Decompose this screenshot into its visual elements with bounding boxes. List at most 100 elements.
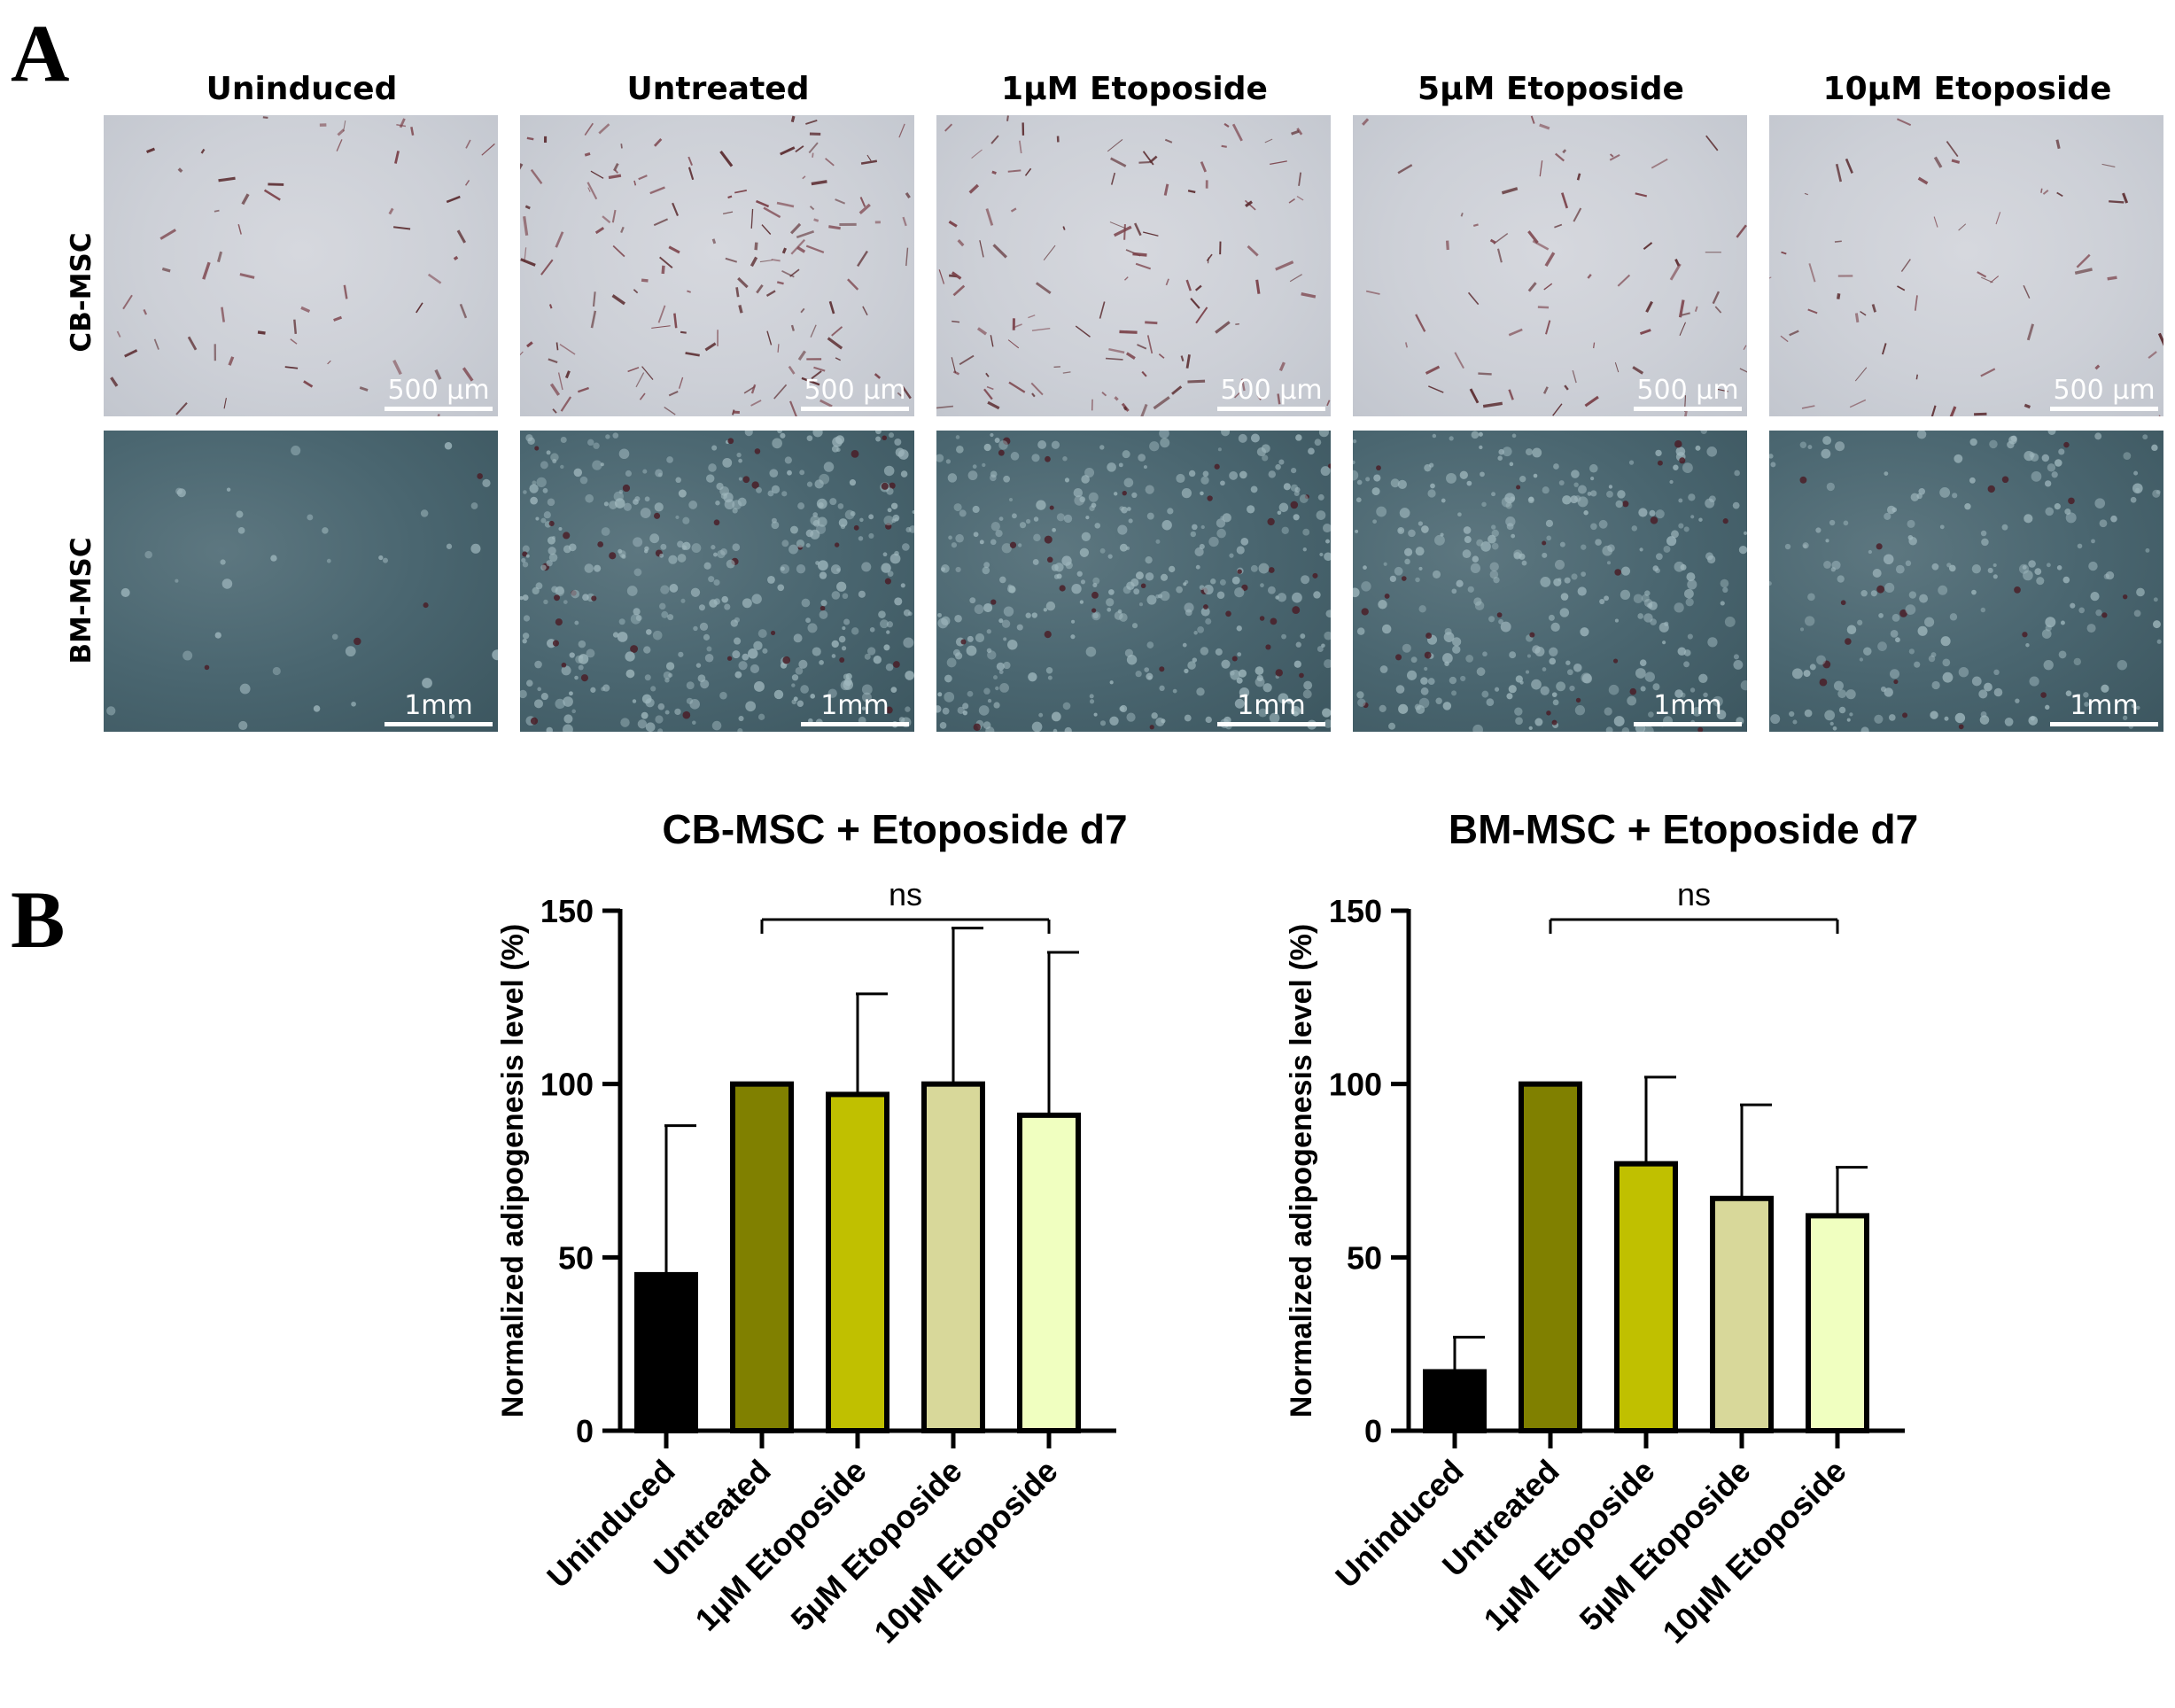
cell-cluster [1056, 513, 1065, 522]
cell-cluster [1286, 698, 1293, 704]
cell-cluster [1804, 709, 1813, 718]
cell-cluster [953, 503, 962, 512]
cell-cluster [661, 610, 669, 618]
lipid-droplet [2101, 612, 2108, 618]
cell-cluster [726, 559, 735, 569]
stained-cell [734, 190, 747, 194]
stained-cell [2109, 200, 2125, 204]
stained-cell [620, 226, 625, 233]
micrograph-bm-untreated: 1mm [520, 431, 914, 732]
cell-cluster [1471, 431, 1480, 439]
cell-cluster [1079, 600, 1084, 604]
cell-cluster [689, 699, 700, 710]
lipid-droplet [1207, 495, 1213, 501]
cell-cluster [1395, 685, 1405, 694]
cell-cluster [1663, 545, 1671, 553]
stained-cell [1715, 388, 1728, 392]
cell-cluster [2091, 539, 2095, 544]
stained-cell [343, 284, 348, 299]
cell-cluster [1606, 491, 1613, 498]
stained-cell [639, 392, 646, 400]
stained-cell [1207, 257, 1209, 264]
cell-cluster [2036, 577, 2045, 586]
cell-cluster [1372, 519, 1377, 524]
cell-cluster [1734, 470, 1740, 477]
cell-cluster [630, 613, 641, 625]
stained-cell [874, 373, 882, 379]
cell-cluster [1278, 502, 1289, 513]
stained-cell [711, 238, 717, 245]
stained-cell [1946, 141, 1959, 158]
stained-cell [555, 231, 564, 248]
cell-cluster [444, 442, 453, 450]
cell-cluster [843, 618, 851, 625]
lipid-droplet [1384, 594, 1390, 599]
cell-cluster [547, 639, 556, 648]
cell-cluster [585, 493, 594, 503]
scale-bar: 500 µm [1217, 377, 1325, 411]
cell-cluster [1199, 543, 1205, 550]
cell-cluster [691, 543, 702, 553]
lipid-droplet [653, 512, 661, 519]
cell-cluster [2156, 489, 2161, 494]
stained-cell [2101, 163, 2116, 167]
cell-cluster [1505, 516, 1516, 527]
cell-cluster [1489, 570, 1499, 579]
cell-cluster [1479, 445, 1483, 450]
cell-cluster [1146, 594, 1157, 605]
stained-cell [1651, 158, 1668, 169]
stained-cell [1501, 187, 1519, 195]
cell-cluster [1971, 589, 1977, 595]
cell-cluster [617, 632, 628, 642]
cell-cluster [1655, 509, 1665, 519]
cell-cluster [1091, 611, 1101, 621]
stained-cell [985, 208, 994, 226]
cell-cluster [2031, 470, 2042, 482]
cell-cluster [1151, 712, 1158, 719]
cell-cluster [1606, 561, 1612, 565]
cell-cluster [270, 555, 277, 562]
lipid-droplet [713, 519, 720, 526]
stained-cell [1593, 342, 1596, 349]
cell-cluster [1942, 672, 1954, 683]
cell-cluster [645, 722, 656, 732]
stained-cell [1639, 329, 1651, 336]
lipid-droplet [834, 542, 840, 547]
stained-cell [1545, 320, 1551, 335]
cell-cluster [1740, 680, 1747, 691]
y-tick-label: 150 [1329, 893, 1382, 929]
lipid-droplet [1312, 572, 1318, 578]
cell-cluster [520, 689, 527, 699]
stained-cell [1123, 276, 1129, 281]
x-tick-label: Uninduced [1328, 1453, 1471, 1595]
cell-cluster [681, 545, 687, 550]
cell-cluster [737, 497, 747, 507]
lipid-droplet [1214, 463, 1220, 470]
lipid-droplet [998, 449, 1005, 456]
lipid-droplet [1876, 543, 1883, 550]
stained-cell [1552, 403, 1563, 416]
stained-cell [2157, 332, 2163, 346]
stained-cell [241, 193, 250, 206]
cell-cluster [522, 594, 529, 601]
cell-cluster [1308, 447, 1315, 455]
cell-cluster [1126, 655, 1138, 665]
cell-cluster [703, 633, 711, 640]
stained-cell [1560, 192, 1569, 209]
cell-cluster [1070, 634, 1076, 640]
cell-cluster [724, 603, 731, 610]
cell-cluster [1809, 664, 1816, 671]
cell-cluster [532, 480, 537, 485]
lipid-droplet [630, 645, 639, 653]
lipid-droplet [1899, 609, 1907, 617]
cell-cluster [1275, 595, 1279, 600]
cell-cluster [1062, 456, 1068, 462]
scale-bar: 500 µm [801, 377, 909, 411]
stained-cell [1933, 216, 1938, 228]
stained-cell [590, 170, 604, 179]
cell-cluster [2086, 624, 2096, 633]
cell-cluster [1383, 562, 1387, 566]
lipid-droplet [1529, 632, 1535, 638]
stained-cell [1270, 160, 1287, 166]
